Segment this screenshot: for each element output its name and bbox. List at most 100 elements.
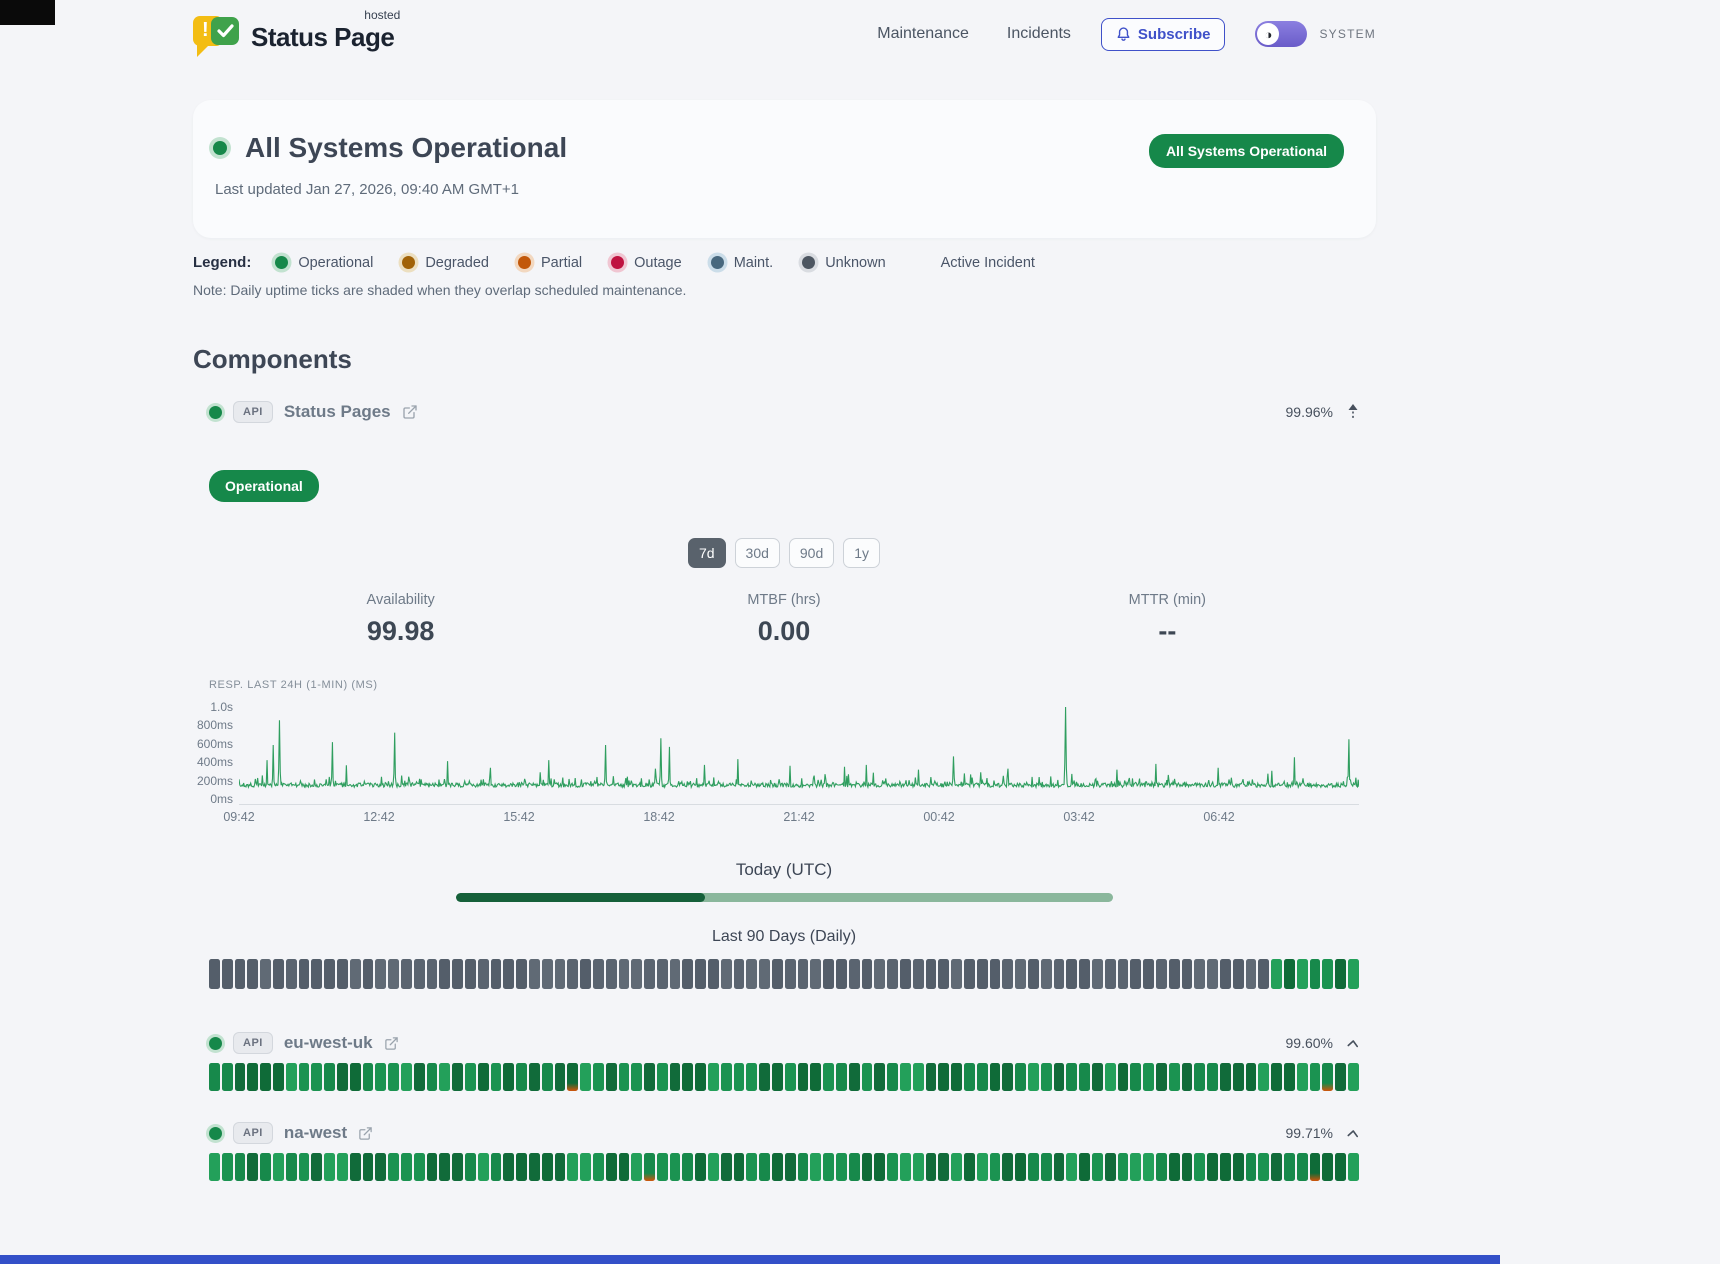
uptime-tick-operational[interactable] bbox=[528, 1063, 540, 1091]
uptime-tick-operational[interactable] bbox=[656, 1153, 668, 1181]
uptime-tick-operational[interactable] bbox=[336, 1153, 348, 1181]
uptime-tick-operational[interactable] bbox=[720, 1063, 732, 1091]
uptime-tick-unknown[interactable] bbox=[1002, 959, 1014, 989]
uptime-tick-operational[interactable] bbox=[900, 1153, 911, 1181]
uptime-tick-unknown[interactable] bbox=[951, 959, 963, 989]
uptime-tick-operational[interactable] bbox=[336, 1063, 348, 1091]
uptime-tick-operational[interactable] bbox=[1207, 1063, 1218, 1091]
theme-toggle[interactable]: ◑ bbox=[1255, 21, 1308, 47]
uptime-tick-unknown[interactable] bbox=[1258, 959, 1270, 989]
uptime-tick-operational[interactable] bbox=[567, 1153, 579, 1181]
uptime-tick-unknown[interactable] bbox=[260, 959, 271, 989]
uptime-tick-operational[interactable] bbox=[1091, 1153, 1103, 1181]
uptime-tick-operational[interactable] bbox=[1053, 1153, 1065, 1181]
uptime-tick-operational[interactable] bbox=[1347, 1063, 1359, 1091]
uptime-tick-operational[interactable] bbox=[784, 1153, 796, 1181]
uptime-tick-operational[interactable] bbox=[1002, 1153, 1014, 1181]
uptime-tick-unknown[interactable] bbox=[836, 959, 847, 989]
uptime-tick-operational[interactable] bbox=[1271, 1063, 1282, 1091]
uptime-tick-operational[interactable] bbox=[1053, 1063, 1065, 1091]
uptime-tick-unknown[interactable] bbox=[746, 959, 758, 989]
uptime-tick-operational[interactable] bbox=[759, 1153, 771, 1181]
uptime-tick-operational[interactable] bbox=[324, 1153, 335, 1181]
uptime-tick-operational[interactable] bbox=[631, 1063, 643, 1091]
uptime-tick-operational[interactable] bbox=[388, 1153, 399, 1181]
uptime-tick-operational[interactable] bbox=[1207, 1153, 1218, 1181]
uptime-tick-operational[interactable] bbox=[516, 1063, 527, 1091]
uptime-tick-unknown[interactable] bbox=[1028, 959, 1039, 989]
uptime-tick-operational[interactable] bbox=[1283, 959, 1295, 989]
uptime-tick-operational[interactable] bbox=[324, 1063, 335, 1091]
uptime-tick-operational[interactable] bbox=[1040, 1063, 1052, 1091]
uptime-tick-operational[interactable] bbox=[1258, 1063, 1270, 1091]
uptime-tick-operational[interactable] bbox=[1143, 1153, 1154, 1181]
uptime-tick-operational[interactable] bbox=[836, 1153, 847, 1181]
uptime-tick-operational[interactable] bbox=[797, 1063, 809, 1091]
uptime-tick-unknown[interactable] bbox=[618, 959, 630, 989]
uptime-tick-operational[interactable] bbox=[439, 1063, 451, 1091]
uptime-tick-unknown[interactable] bbox=[490, 959, 502, 989]
uptime-tick-operational[interactable] bbox=[426, 1063, 438, 1091]
uptime-tick-operational[interactable] bbox=[580, 1063, 591, 1091]
uptime-tick-unknown[interactable] bbox=[644, 959, 655, 989]
expand-button[interactable] bbox=[1347, 1129, 1359, 1138]
uptime-tick-operational[interactable] bbox=[477, 1063, 489, 1091]
uptime-tick-operational[interactable] bbox=[1335, 1063, 1346, 1091]
uptime-tick-operational[interactable] bbox=[554, 1153, 566, 1181]
uptime-tick-operational[interactable] bbox=[1168, 1153, 1180, 1181]
uptime-tick-unknown[interactable] bbox=[861, 959, 873, 989]
uptime-tick-operational[interactable] bbox=[490, 1063, 502, 1091]
uptime-tick-operational[interactable] bbox=[1232, 1063, 1244, 1091]
uptime-tick-unknown[interactable] bbox=[516, 959, 527, 989]
uptime-tick-operational[interactable] bbox=[772, 1063, 783, 1091]
uptime-tick-operational[interactable] bbox=[1347, 959, 1359, 989]
uptime-tick-operational[interactable] bbox=[400, 1153, 412, 1181]
uptime-tick-operational[interactable] bbox=[311, 1153, 323, 1181]
range-button-90d[interactable]: 90d bbox=[788, 538, 835, 568]
uptime-tick-operational[interactable] bbox=[618, 1153, 630, 1181]
uptime-tick-operational[interactable] bbox=[1283, 1063, 1295, 1091]
uptime-tick-operational[interactable] bbox=[1232, 1153, 1244, 1181]
uptime-tick-operational[interactable] bbox=[452, 1063, 463, 1091]
uptime-tick-operational[interactable] bbox=[362, 1063, 374, 1091]
uptime-tick-operational[interactable] bbox=[848, 1153, 860, 1181]
uptime-tick-operational[interactable] bbox=[1028, 1153, 1039, 1181]
uptime-tick-operational[interactable] bbox=[823, 1063, 835, 1091]
uptime-tick-unknown[interactable] bbox=[1168, 959, 1180, 989]
uptime-tick-operational[interactable] bbox=[490, 1153, 502, 1181]
uptime-tick-operational[interactable] bbox=[605, 1153, 617, 1181]
uptime-tick-unknown[interactable] bbox=[1053, 959, 1065, 989]
uptime-tick-operational[interactable] bbox=[925, 1153, 937, 1181]
uptime-tick-operational[interactable] bbox=[1283, 1153, 1295, 1181]
uptime-tick-unknown[interactable] bbox=[976, 959, 988, 989]
uptime-tick-unknown[interactable] bbox=[324, 959, 335, 989]
uptime-tick-unknown[interactable] bbox=[989, 959, 1001, 989]
uptime-tick-operational[interactable] bbox=[1015, 1063, 1026, 1091]
uptime-tick-unknown[interactable] bbox=[477, 959, 489, 989]
range-button-1y[interactable]: 1y bbox=[843, 538, 881, 568]
uptime-tick-operational[interactable] bbox=[823, 1153, 835, 1181]
uptime-tick-operational[interactable] bbox=[644, 1063, 655, 1091]
uptime-tick-operational[interactable] bbox=[1015, 1153, 1026, 1181]
uptime-tick-unknown[interactable] bbox=[797, 959, 809, 989]
uptime-tick-unknown[interactable] bbox=[464, 959, 476, 989]
uptime-tick-operational[interactable] bbox=[1079, 1063, 1090, 1091]
uptime-tick-unknown[interactable] bbox=[964, 959, 975, 989]
uptime-tick-operational[interactable] bbox=[1296, 1063, 1308, 1091]
uptime-tick-operational[interactable] bbox=[784, 1063, 796, 1091]
uptime-tick-operational[interactable] bbox=[285, 1063, 297, 1091]
uptime-tick-unknown[interactable] bbox=[784, 959, 796, 989]
uptime-tick-operational[interactable] bbox=[631, 1153, 643, 1181]
uptime-tick-operational[interactable] bbox=[349, 1153, 361, 1181]
uptime-tick-unknown[interactable] bbox=[1232, 959, 1244, 989]
uptime-tick-operational[interactable] bbox=[887, 1063, 899, 1091]
uptime-tick-operational[interactable] bbox=[1258, 1153, 1270, 1181]
uptime-tick-operational[interactable] bbox=[285, 1153, 297, 1181]
uptime-tick-unknown[interactable] bbox=[823, 959, 835, 989]
uptime-tick-operational[interactable] bbox=[720, 1153, 732, 1181]
uptime-tick-operational[interactable] bbox=[413, 1063, 425, 1091]
uptime-tick-operational[interactable] bbox=[1028, 1063, 1039, 1091]
uptime-tick-operational[interactable] bbox=[209, 1063, 220, 1091]
external-link-icon[interactable] bbox=[384, 1036, 399, 1051]
uptime-tick-operational[interactable] bbox=[362, 1153, 374, 1181]
